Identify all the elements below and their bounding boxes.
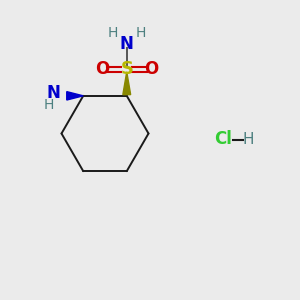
Text: O: O [144, 60, 158, 78]
Polygon shape [67, 92, 83, 100]
Text: H: H [43, 98, 54, 112]
Text: S: S [120, 60, 133, 78]
Text: N: N [47, 84, 61, 102]
Text: H: H [107, 26, 118, 40]
Text: Cl: Cl [214, 130, 232, 148]
Text: N: N [120, 35, 134, 53]
Text: H: H [242, 132, 254, 147]
Text: H: H [136, 26, 146, 40]
Text: O: O [95, 60, 109, 78]
Polygon shape [123, 72, 131, 94]
